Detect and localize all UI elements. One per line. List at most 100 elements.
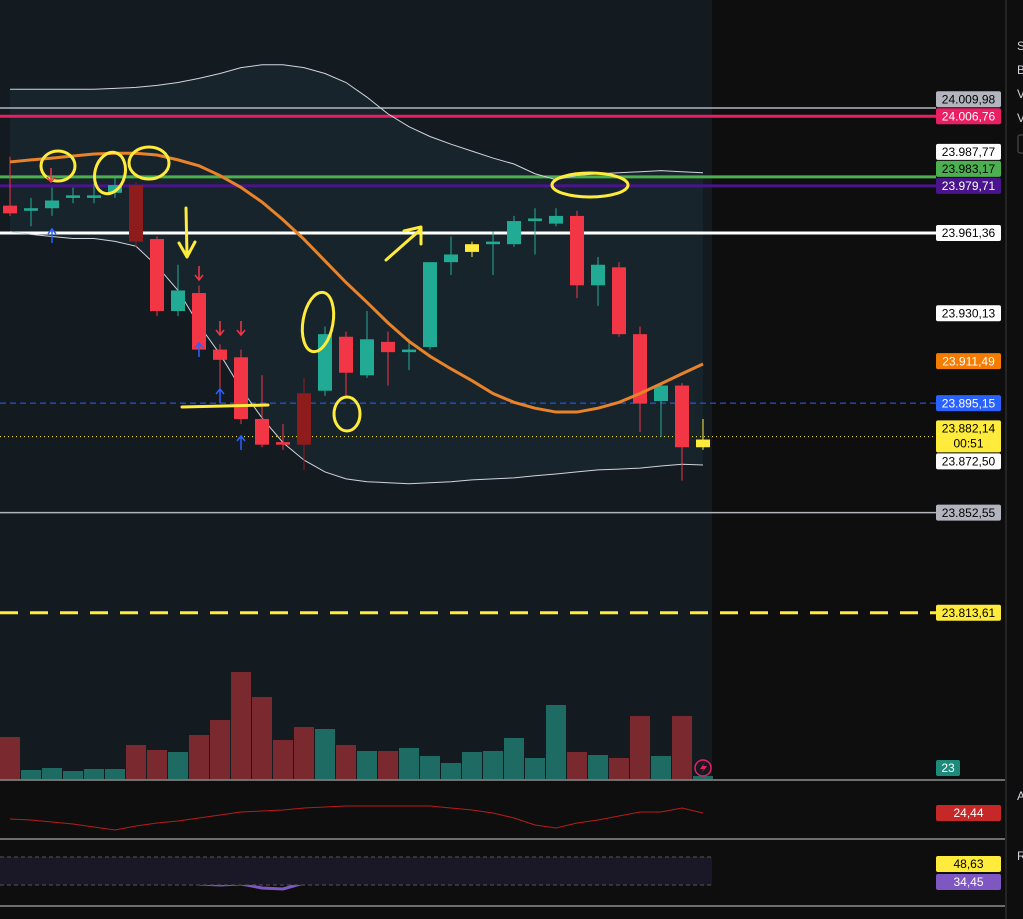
volume-bar xyxy=(609,758,629,779)
volume-bar xyxy=(231,672,251,779)
price-label: 23.852,55 xyxy=(942,506,996,520)
volume-bar xyxy=(84,769,104,779)
candle-body xyxy=(45,200,59,209)
volume-bar xyxy=(693,776,713,779)
annotation-circle xyxy=(332,395,362,433)
volume-bar xyxy=(504,738,524,779)
alert-ring[interactable] xyxy=(694,759,712,777)
signals xyxy=(46,168,246,450)
volume-label: 23 xyxy=(941,761,955,775)
sidebar-label: V xyxy=(1017,111,1023,125)
annotations xyxy=(39,145,630,433)
price-label-box xyxy=(936,395,1001,412)
candle-body xyxy=(591,264,605,286)
candle-body xyxy=(444,254,458,263)
candle-body xyxy=(339,336,353,373)
candle-body xyxy=(108,185,122,193)
sell-signal xyxy=(46,168,56,184)
price-label-box xyxy=(936,504,1001,521)
candle-body xyxy=(423,262,437,348)
price-label: 23.987,77 xyxy=(942,145,996,159)
annotation-circle xyxy=(300,290,336,354)
price-label: 34,45 xyxy=(953,875,983,889)
rsi-band xyxy=(0,857,712,885)
volume-bar xyxy=(126,745,146,779)
volume-bar xyxy=(378,751,398,779)
price-label-box xyxy=(936,143,1001,160)
candle-body xyxy=(465,244,479,252)
volume-bar xyxy=(168,752,188,779)
candle-body xyxy=(549,215,563,224)
sidebar-button[interactable] xyxy=(1017,134,1023,154)
volume-bar xyxy=(0,737,20,779)
price-label: 24.006,76 xyxy=(942,109,996,123)
candle-body xyxy=(486,241,500,245)
price-label-box xyxy=(936,805,1001,821)
price-label-box xyxy=(936,855,1001,872)
volume-bar xyxy=(63,771,83,779)
sidebar-label: R xyxy=(1017,849,1023,863)
candle-body xyxy=(612,267,626,335)
candle-body xyxy=(297,393,311,445)
price-label-box xyxy=(936,420,1001,453)
volume-bar xyxy=(42,768,62,779)
candle-body xyxy=(171,290,185,312)
candle-body xyxy=(507,221,521,245)
volume-bar xyxy=(483,751,503,779)
price-label-box xyxy=(936,160,1001,177)
volume-bar xyxy=(588,755,608,779)
candle-body xyxy=(129,185,143,242)
buy-signal xyxy=(236,434,246,450)
band-line xyxy=(10,64,704,181)
sidebar-label: A xyxy=(1017,789,1023,803)
back-layer xyxy=(0,64,936,779)
front-layer: 24.009,98 24.006,76 23.987,77 23.983,17 23.9… xyxy=(9,39,1023,891)
volume-bar xyxy=(147,750,167,779)
candle-body xyxy=(570,215,584,286)
candle-body xyxy=(150,239,164,312)
volume-bar xyxy=(189,735,209,779)
candle-body xyxy=(192,293,206,350)
volume-bar xyxy=(357,751,377,779)
candle-body xyxy=(696,439,710,448)
countdown-label: 00:51 xyxy=(953,437,983,451)
volume-bar xyxy=(462,752,482,779)
price-label-box xyxy=(936,305,1001,322)
price-label-box xyxy=(936,353,1001,370)
price-label: 23.813,61 xyxy=(942,606,996,620)
mid-layer xyxy=(3,156,710,481)
candle-body xyxy=(87,195,101,198)
volume-bar xyxy=(567,752,587,779)
annotation-arrow xyxy=(177,206,197,259)
volume-bar xyxy=(294,727,314,779)
volume-bar xyxy=(105,769,125,779)
band-line xyxy=(9,231,704,485)
candle-body xyxy=(360,339,374,376)
indicator-line xyxy=(9,805,704,831)
price-label: 23.930,13 xyxy=(942,306,996,320)
sidebar-label: S xyxy=(1017,39,1023,53)
alert-icon[interactable] xyxy=(694,759,712,777)
volume-bar xyxy=(672,716,692,779)
annotation-circle xyxy=(127,145,171,181)
volume-bar xyxy=(399,748,419,779)
candle-body xyxy=(402,349,416,353)
price-label: 23.979,71 xyxy=(942,179,996,193)
annotation-line xyxy=(180,403,270,409)
sell-signal xyxy=(215,321,225,337)
candle-body xyxy=(654,385,668,401)
volume-bar xyxy=(21,770,41,779)
price-label-box xyxy=(936,604,1001,621)
candle-body xyxy=(633,334,647,404)
volume-bar xyxy=(315,729,335,779)
annotation-circle xyxy=(39,149,77,183)
alert-bolt[interactable] xyxy=(700,762,707,774)
volume-bar xyxy=(420,756,440,779)
price-label: 23.983,17 xyxy=(942,162,996,176)
volume-bar xyxy=(252,697,272,779)
band-fill xyxy=(10,64,703,484)
annotation-circle xyxy=(550,171,630,199)
price-label: 23.961,36 xyxy=(942,226,996,240)
